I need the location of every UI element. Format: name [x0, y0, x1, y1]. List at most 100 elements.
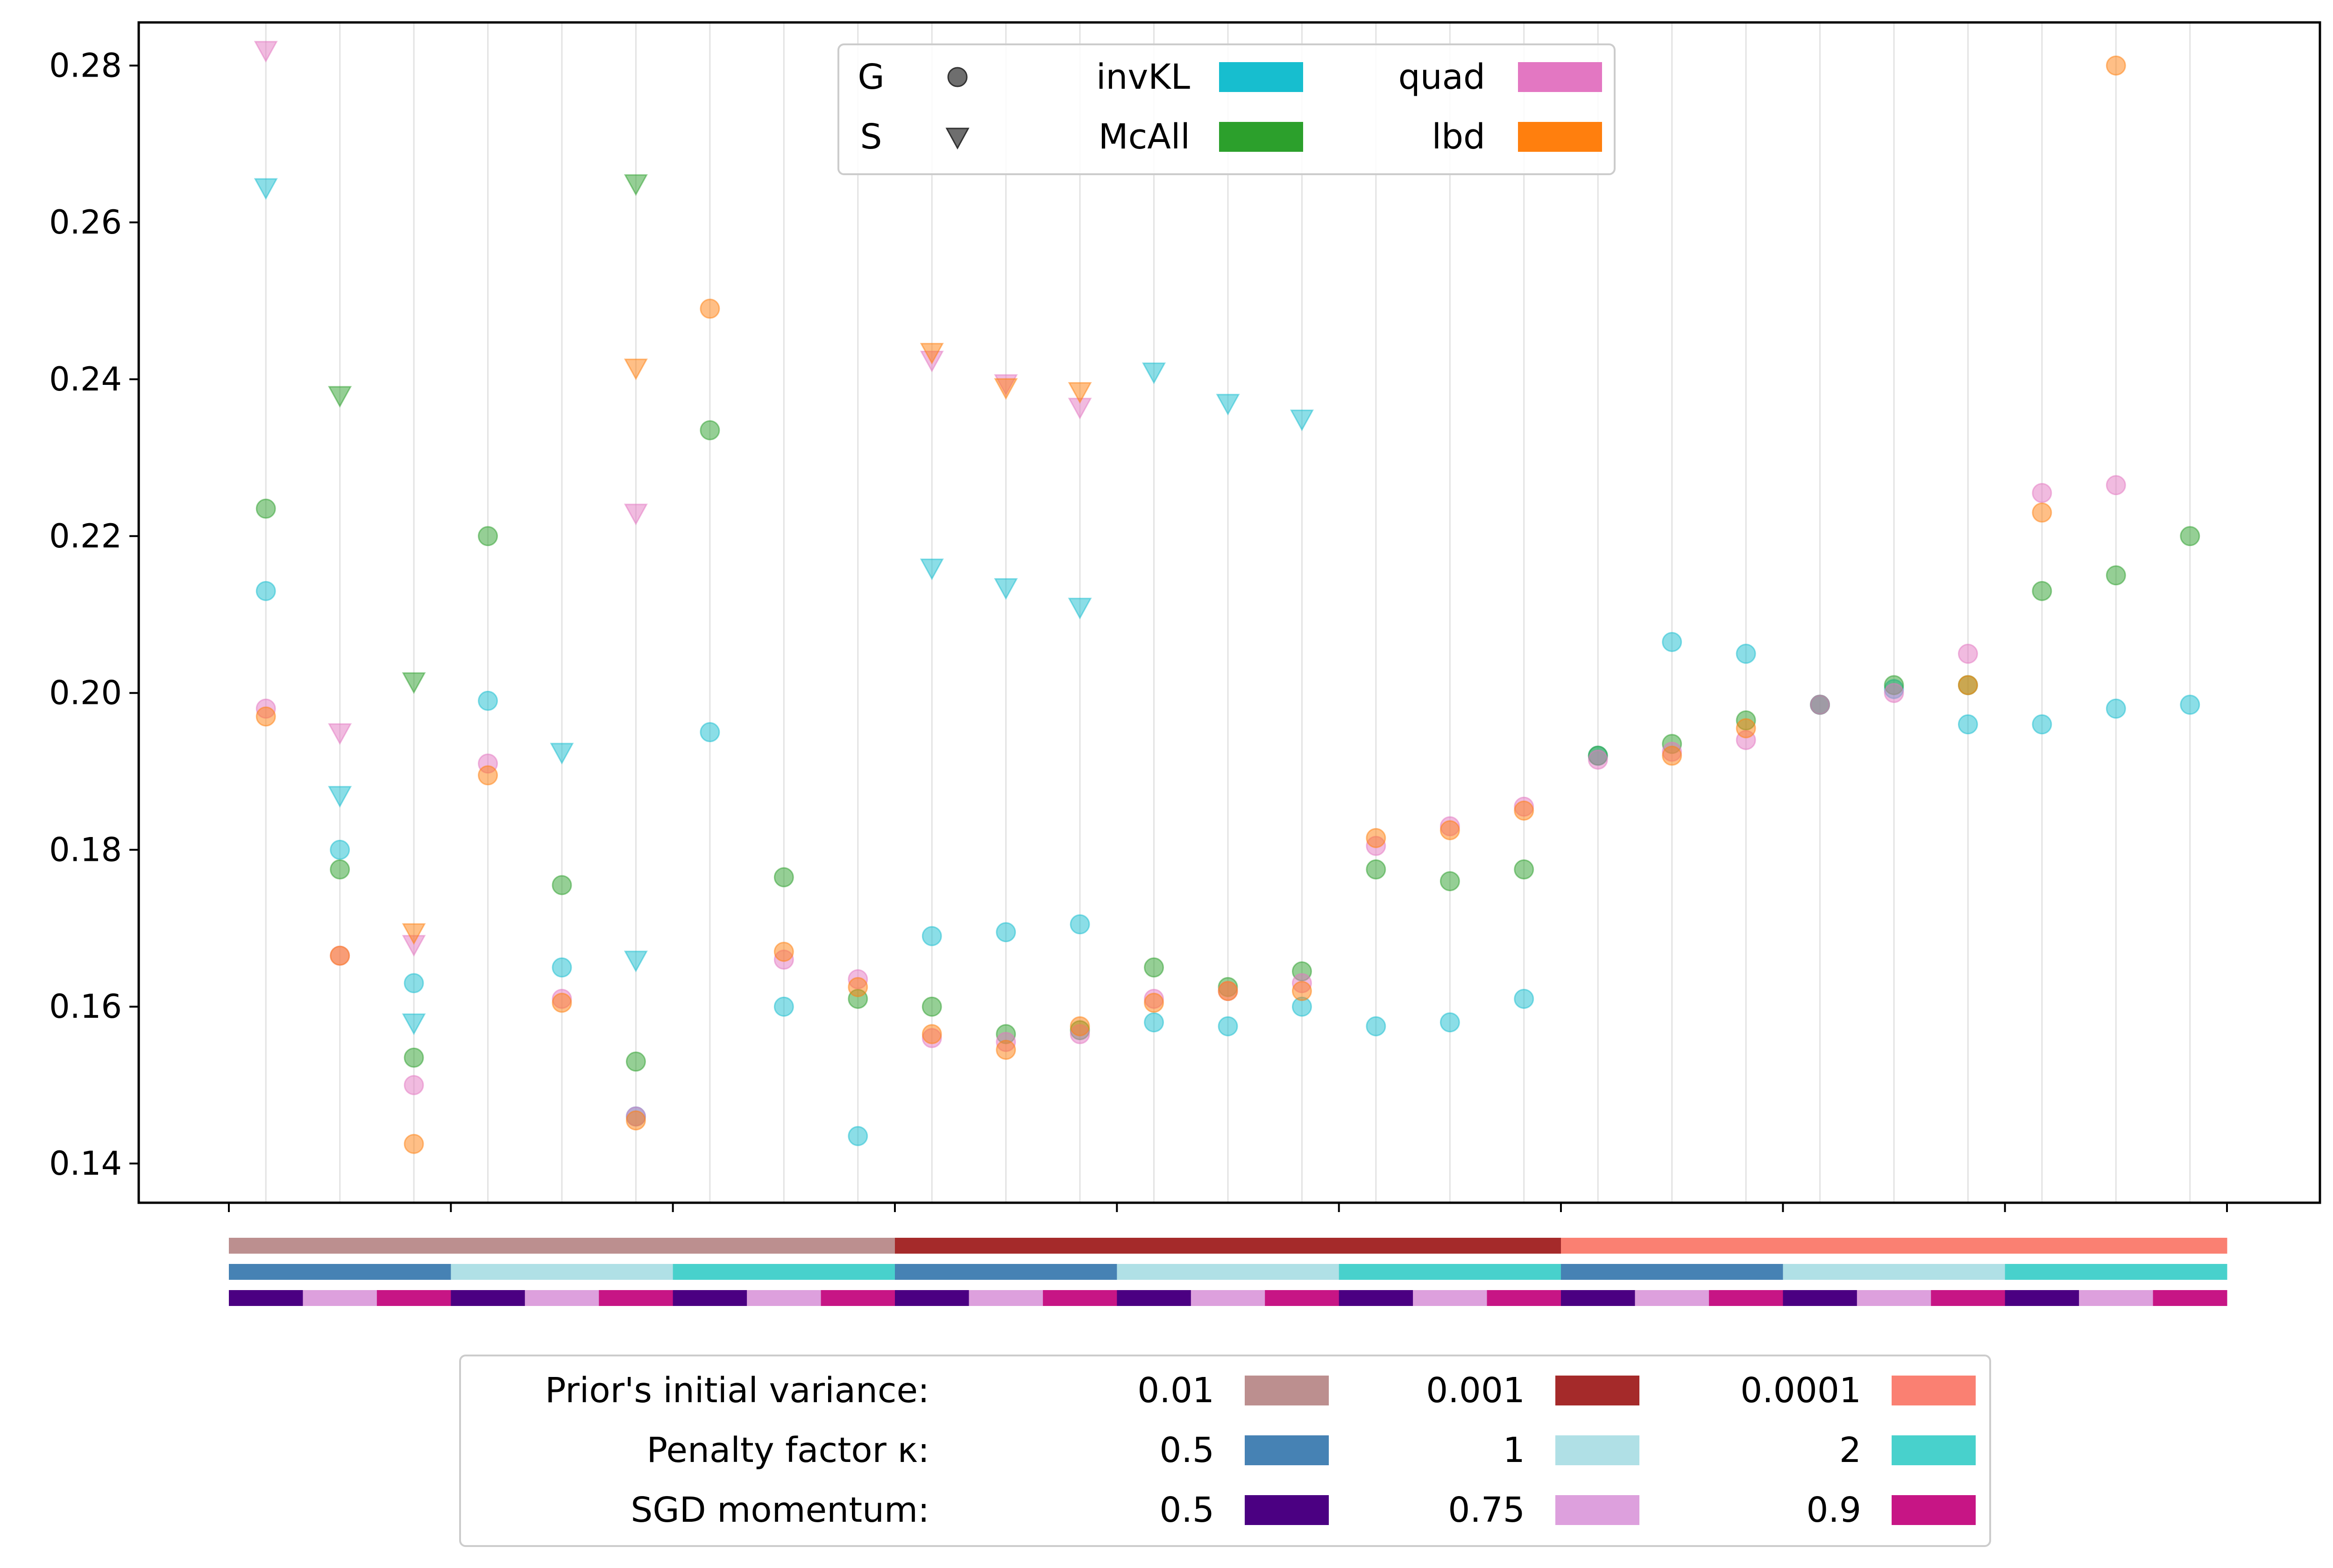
method-legend-label: invKL [1096, 57, 1190, 97]
sgd-momentum-segment [1042, 1290, 1117, 1306]
config-legend-swatch [1892, 1435, 1976, 1465]
sgd-momentum-segment [1265, 1290, 1340, 1306]
marker-McAll-S [624, 174, 648, 196]
sgd-momentum-segment [1635, 1290, 1709, 1306]
sgd-momentum-segment [451, 1290, 525, 1306]
marker-invKL-G [1957, 714, 1978, 735]
marker-invKL-S [1216, 394, 1240, 416]
marker-invKL-G [1514, 988, 1534, 1009]
marker-legend-label: G [858, 57, 884, 97]
method-legend-swatch [1219, 62, 1303, 92]
marker-invKL-G [330, 839, 350, 860]
marker-lbd-G [1070, 1016, 1090, 1036]
marker-invKL-S [328, 786, 352, 808]
marker-lbd-G [1144, 993, 1164, 1013]
marker-quad-G [1588, 749, 1608, 770]
marker-lbd-G [330, 945, 350, 966]
marker-McAll-G [1440, 871, 1460, 892]
sgd-momentum-segment [821, 1290, 895, 1306]
y-tick-label: 0.14 [49, 1144, 122, 1183]
marker-invKL-G [552, 957, 572, 978]
prior-variance-segment [895, 1238, 1561, 1254]
marker-quad-G [2032, 482, 2052, 503]
sgd-momentum-segment [599, 1290, 674, 1306]
marker-invKL-G [996, 922, 1016, 943]
config-legend-swatch [1892, 1376, 1976, 1405]
marker-McAll-G [922, 996, 942, 1017]
sgd-momentum-segment [673, 1290, 747, 1306]
marker-lbd-G [996, 1040, 1016, 1060]
sgd-momentum-segment [747, 1290, 822, 1306]
marker-McAll-G [330, 859, 350, 880]
config-legend-value: 0.5 [1159, 1490, 1214, 1530]
sgd-momentum-segment [895, 1290, 969, 1306]
config-legend-swatch [1245, 1495, 1329, 1525]
sgd-momentum-segment [2005, 1290, 2079, 1306]
marker-quad-G [1884, 683, 1904, 703]
marker-McAll-G [478, 526, 498, 546]
marker-lbd-G [1440, 820, 1460, 840]
penalty-factor-segment [895, 1264, 1117, 1280]
marker-quad-G [1957, 644, 1978, 664]
sgd-momentum-segment [1561, 1290, 1635, 1306]
marker-lbd-G [922, 1024, 942, 1044]
data-markers [254, 41, 2200, 1154]
y-tick-label: 0.16 [49, 987, 122, 1026]
marker-lbd-G [2106, 55, 2126, 76]
marker-lbd-G [478, 765, 498, 786]
marker-invKL-G [478, 690, 498, 711]
marker-invKL-G [2180, 695, 2200, 715]
marker-invKL-G [922, 926, 942, 946]
config-legend-value: 0.9 [1806, 1490, 1861, 1530]
marker-lbd-G [1957, 675, 1978, 695]
marker-lbd-G [552, 993, 572, 1013]
method-legend-swatch [1219, 122, 1303, 152]
sgd-momentum-segment [1191, 1290, 1265, 1306]
sgd-momentum-segment [1487, 1290, 1561, 1306]
penalty-factor-segment [1339, 1264, 1561, 1280]
marker-invKL-G [2106, 698, 2126, 719]
marker-invKL-G [773, 996, 794, 1017]
marker-McAll-G [255, 498, 276, 519]
penalty-factor-segment [229, 1264, 451, 1280]
config-bars [229, 1238, 2227, 1306]
prior-variance-segment [1561, 1238, 2227, 1254]
sgd-momentum-segment [1117, 1290, 1191, 1306]
marker-quad-S [328, 723, 352, 745]
marker-invKL-G [2032, 714, 2052, 735]
config-legend-swatch [1892, 1495, 1976, 1525]
marker-invKL-G [404, 973, 424, 993]
marker-lbd-S [1068, 382, 1092, 404]
marker-invKL-S [920, 558, 944, 581]
method-legend-label: lbd [1432, 117, 1485, 157]
marker-McAll-G [773, 867, 794, 887]
penalty-factor-segment [1783, 1264, 2006, 1280]
method-legend-swatch [1518, 122, 1602, 152]
method-legend-swatch [1518, 62, 1602, 92]
marker-McAll-G [1514, 859, 1534, 880]
marker-invKL-S [1068, 597, 1092, 620]
sgd-momentum-segment [303, 1290, 377, 1306]
marker-invKL-G [848, 1126, 868, 1146]
config-legend-value: 0.0001 [1740, 1370, 1861, 1411]
sgd-momentum-segment [229, 1290, 303, 1306]
y-tick-label: 0.28 [49, 46, 122, 85]
config-legend-value: 0.001 [1426, 1370, 1525, 1411]
marker-invKL-G [1366, 1016, 1386, 1036]
marker-lbd-G [1514, 800, 1534, 821]
x-axis [228, 1203, 2228, 1212]
plot-frame [137, 21, 2321, 1204]
marker-invKL-S [994, 578, 1018, 600]
marker-McAll-G [1366, 859, 1386, 880]
marker-McAll-G [625, 1051, 646, 1072]
sgd-momentum-segment [1857, 1290, 1931, 1306]
marker-lbd-G [1662, 745, 1682, 766]
marker-lbd-G [625, 1110, 646, 1131]
sgd-momentum-segment [1413, 1290, 1488, 1306]
marker-lbd-S [402, 923, 426, 945]
marker-legend-label: S [860, 117, 882, 157]
marker-quad-G [1810, 695, 1830, 715]
marker-lbd-G [700, 298, 720, 319]
